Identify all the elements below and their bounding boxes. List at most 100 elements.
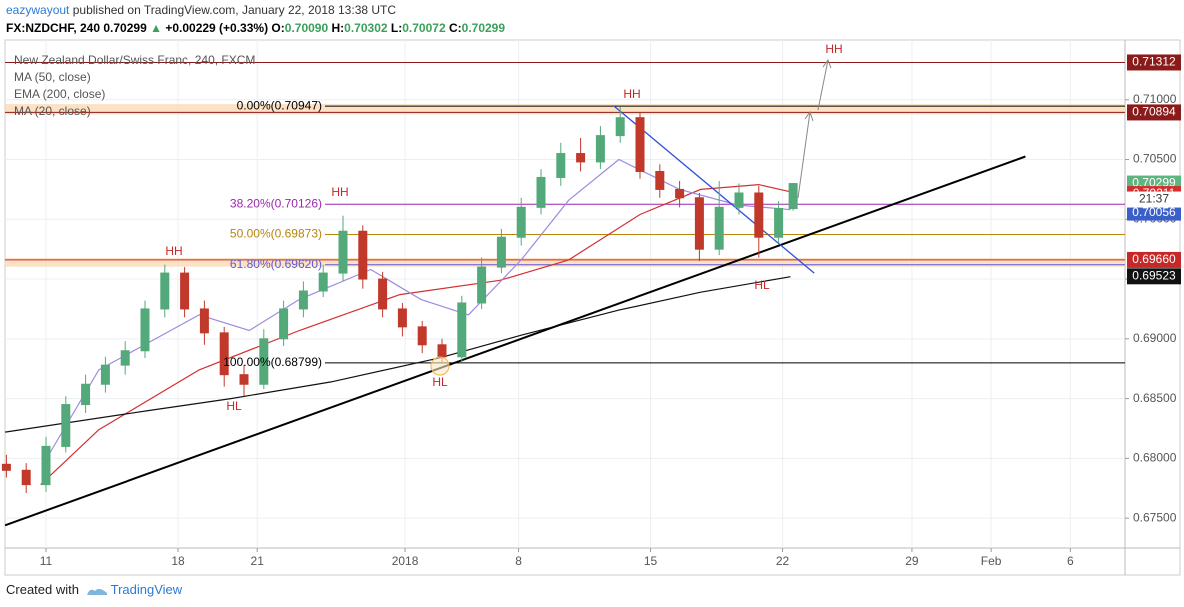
y-tick-label: 0.67500: [1133, 510, 1177, 524]
candle-body: [615, 117, 625, 137]
price-tag-label: 0.69660: [1132, 252, 1176, 266]
fib-label: 61.80%(0.69620): [230, 257, 322, 271]
x-tick-label: 29: [905, 554, 919, 568]
x-tick-label: 2018: [392, 554, 419, 568]
candle-body: [1, 463, 11, 471]
candle-body: [81, 383, 91, 406]
annotation: HH: [331, 185, 348, 199]
candle-body: [199, 308, 209, 334]
header-line-1: eazywayout published on TradingView.com,…: [6, 3, 396, 17]
candle-body: [219, 332, 229, 376]
candle-body: [754, 192, 764, 238]
o-label: O:: [271, 21, 285, 35]
candle-body: [694, 197, 704, 250]
price-tag-label: 0.70056: [1132, 205, 1176, 219]
legend-title: New Zealand Dollar/Swiss Franc, 240, FXC…: [14, 53, 255, 67]
candle-body: [239, 374, 249, 385]
arrow: ▲: [150, 21, 162, 35]
candle-body: [160, 272, 170, 310]
annotation: HL: [432, 375, 448, 389]
candle-body: [635, 117, 645, 172]
logo: [86, 588, 107, 595]
candle-body: [457, 302, 467, 358]
candle-body: [595, 135, 605, 163]
price-tag: [1127, 268, 1181, 285]
h-value: 0.70302: [344, 21, 388, 35]
candle-body: [318, 272, 328, 292]
price-tag: [1127, 54, 1181, 71]
price-tag-label: 0.69523: [1132, 268, 1176, 282]
candle-body: [774, 208, 784, 238]
projection-arrow: [797, 110, 814, 199]
legend-entry: EMA (200, close): [14, 87, 105, 101]
y-tick-label: 0.69000: [1133, 331, 1177, 345]
x-tick-label: 11: [40, 554, 53, 568]
fib-label: 38.20%(0.70126): [230, 196, 322, 210]
annotation: HL: [754, 278, 770, 292]
y-tick-label: 0.70500: [1133, 152, 1177, 166]
trendline: [613, 105, 815, 274]
c-value: 0.70299: [461, 21, 506, 35]
annotation: HH: [165, 244, 182, 258]
candle-body: [536, 176, 546, 208]
candle-body: [516, 206, 526, 238]
candle-body: [120, 350, 130, 366]
frame: [4, 39, 1181, 576]
fib-label: 100.00%(0.68799): [223, 355, 322, 369]
footer: Created with TradingView: [6, 582, 182, 597]
candle-body: [655, 170, 665, 190]
published: published on TradingView.com, January 22…: [72, 3, 397, 17]
annotation: HL: [226, 399, 242, 413]
legend-entry: MA (20, close): [14, 104, 91, 118]
candle-body: [437, 344, 447, 358]
price-tag: [1127, 104, 1181, 121]
countdown: 21:37: [1139, 192, 1169, 206]
candle-body: [477, 266, 487, 304]
x-tick-label: 8: [515, 554, 522, 568]
legend-entry: MA (50, close): [14, 70, 91, 84]
candle-body: [714, 206, 724, 250]
x-tick-label: 21: [251, 554, 265, 568]
fib-label: 50.00%(0.69873): [230, 227, 322, 241]
footer-brand[interactable]: TradingView: [110, 582, 183, 597]
l-label: L:: [390, 21, 403, 35]
fib-label: 0.00%(0.70947): [237, 98, 322, 112]
x-tick-label: Feb: [981, 554, 1002, 568]
c-label: C:: [448, 21, 462, 35]
candle-body: [734, 192, 744, 208]
price-tag: [1127, 204, 1181, 221]
y-tick-label: 0.71000: [1133, 92, 1177, 106]
candle-body: [788, 183, 798, 210]
zone: [5, 104, 1125, 115]
h-label: H:: [331, 21, 345, 35]
x-tick-label: 18: [171, 554, 185, 568]
candle-body: [417, 326, 427, 346]
candle-body: [180, 272, 190, 310]
candle-body: [259, 338, 269, 385]
countdown-tag: [1127, 191, 1181, 208]
price-tag: [1127, 251, 1181, 268]
chart: 0.00%(0.70947) 38.20%(0.70126) 50.00%(0.69…: [1, 39, 1181, 576]
candle-body: [41, 445, 51, 486]
price-tag-label: 0.71312: [1132, 55, 1176, 69]
annotation: HH: [623, 87, 640, 101]
ma-line: [40, 183, 791, 486]
trendline: [4, 155, 1026, 527]
candle-body: [378, 278, 388, 310]
o-value: 0.70090: [284, 21, 329, 35]
x-tick-label: 6: [1067, 554, 1074, 568]
l-value: 0.70072: [402, 21, 446, 35]
candle-body: [100, 364, 110, 385]
candle-body: [338, 230, 348, 274]
y-tick-label: 0.68000: [1133, 451, 1177, 465]
candle-body: [21, 469, 31, 486]
footer-created: Created with: [6, 582, 79, 597]
change: +0.00229 (+0.33%): [165, 21, 269, 35]
price-tag-label: 0.70894: [1132, 105, 1176, 119]
header-line-2: FX:NZDCHF, 240 0.70299 ▲ +0.00229 (+0.33…: [6, 21, 505, 35]
hl-marker: [430, 356, 450, 376]
author[interactable]: eazywayout: [6, 3, 70, 17]
y-tick-label: 0.68500: [1133, 391, 1177, 405]
x-tick-label: 15: [644, 554, 658, 568]
candle-body: [496, 236, 506, 268]
